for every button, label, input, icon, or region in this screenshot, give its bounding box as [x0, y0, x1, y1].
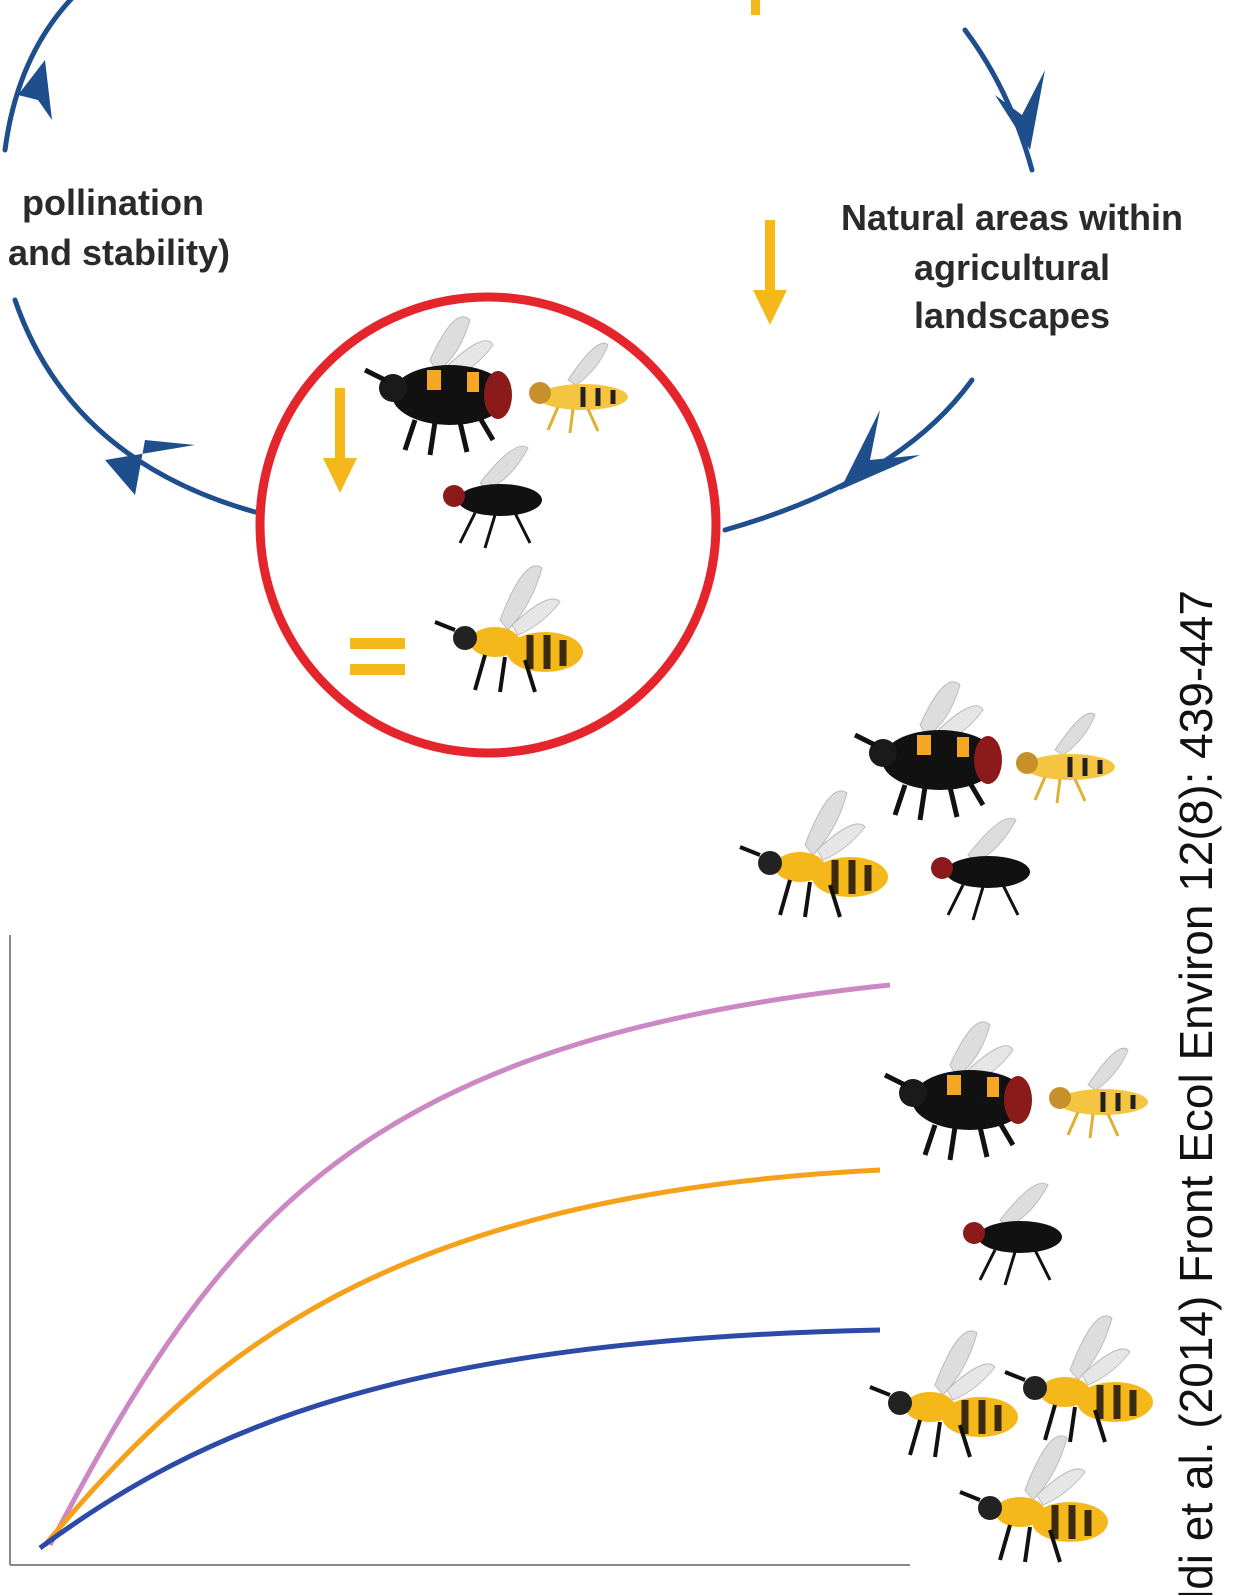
equals-sign [350, 664, 405, 675]
fly [961, 1181, 1064, 1287]
equals-sign [350, 638, 405, 649]
honeybee [960, 1436, 1108, 1562]
honeybee [740, 791, 888, 917]
honeybee [870, 1331, 1018, 1457]
curve-orange [43, 1167, 881, 1547]
curve-blue [38, 1327, 881, 1551]
hoverfly [529, 343, 628, 433]
label: agricultural [914, 247, 1110, 288]
cycle-arc [2, 0, 74, 153]
bumblebee [855, 682, 1002, 820]
citation: ldi et al. (2014) Front Ecol Environ 12(… [1170, 590, 1222, 1595]
label: pollination [22, 182, 204, 223]
fly [929, 816, 1032, 922]
cycle-arc [722, 377, 975, 533]
hoverfly [1016, 713, 1115, 803]
cycle-arc [12, 297, 258, 515]
arrowhead [105, 440, 195, 495]
pollinator-circle [255, 292, 721, 758]
bumblebee [885, 1022, 1032, 1160]
yellow-arrow [751, 0, 760, 15]
bumblebee [365, 317, 512, 455]
curve-pink [47, 982, 891, 1547]
cycle-arc [962, 27, 1035, 173]
label: and stability) [8, 232, 230, 273]
arrowhead [840, 410, 920, 490]
yellow-arrow [753, 220, 787, 325]
yellow-arrow [323, 388, 357, 493]
honeybee [435, 566, 583, 692]
arrowhead [995, 70, 1045, 150]
honeybee [1005, 1316, 1153, 1442]
label: landscapes [914, 295, 1110, 336]
hoverfly [1049, 1048, 1148, 1138]
fly [441, 444, 544, 550]
label: Natural areas within [841, 197, 1183, 238]
arrowhead [18, 60, 52, 120]
